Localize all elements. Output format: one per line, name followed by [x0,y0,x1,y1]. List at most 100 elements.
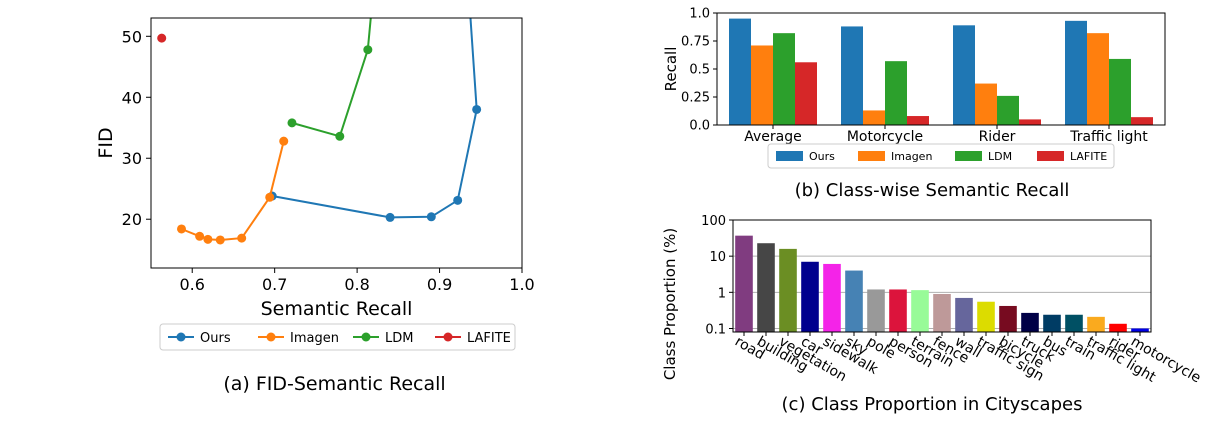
x-tick-label: 0.6 [179,275,204,294]
y-axis-label: Class Proportion (%) [661,228,679,380]
x-tick-label: Traffic light [1069,129,1148,145]
bar-imagen-average [751,45,773,126]
legend-swatch-ours [776,151,803,161]
data-point-imagen [279,136,289,146]
data-point-ldm [287,118,297,128]
bar-vegetation [779,248,797,332]
data-point-ldm [335,131,345,141]
x-tick-label: Motorcycle [847,129,923,145]
x-axis-label: Semantic Recall [261,298,413,320]
legend-label-ours: Ours [200,331,231,346]
bar-ours-average [729,18,751,126]
bar-imagen-traffic-light [1087,33,1109,125]
x-tick-label: Rider [979,129,1016,145]
y-tick-label: 1 [718,286,726,301]
bar-sidewalk [823,263,841,332]
bar-lafite-motorcycle [907,116,929,125]
y-tick-label: 50 [122,27,142,46]
data-point-imagen [265,192,275,202]
bar-fence [933,293,951,332]
data-point-imagen [195,231,205,241]
legend-label-imagen: Imagen [891,150,932,163]
data-point-imagen [215,235,225,245]
x-tick-label: 1.0 [509,275,534,294]
bar-lafite-average [795,62,817,125]
x-tick-label: 0.7 [262,275,287,294]
y-tick-label: 40 [122,88,142,107]
bar-motorcycle [1131,328,1149,332]
bar-sky [845,270,863,332]
y-tick-label: 100 [701,214,726,229]
x-tick-label: Average [744,129,802,145]
bar-truck [1021,312,1039,332]
series-line-ours [272,18,478,219]
x-tick-label: 0.9 [427,275,452,294]
y-tick-label: 0.0 [689,119,710,134]
bar-ours-motorcycle [841,26,863,125]
bar-wall [955,297,973,332]
legend-marker-lafite [443,332,453,342]
bar-terrain [911,290,929,332]
bar-road [735,235,753,332]
bar-imagen-motorcycle [863,110,885,125]
bar-lafite-traffic-light [1131,117,1153,125]
y-tick-label: 10 [709,250,726,265]
legend-swatch-imagen [858,151,885,161]
data-point-lafite [157,33,167,43]
bar-rider [1109,323,1127,332]
y-tick-label: 0.25 [681,91,710,106]
bar-ours-rider [953,25,975,125]
bar-bus [1043,314,1061,332]
data-point-imagen [237,233,247,243]
axes-frame [732,219,1152,333]
data-point-ldm [363,45,373,55]
caption-b: (b) Class-wise Semantic Recall [795,180,1070,201]
bar-person [889,289,907,332]
bar-traffic-sign [977,301,995,332]
bar-train [1065,314,1083,332]
caption-c: (c) Class Proportion in Cityscapes [782,394,1083,415]
legend-swatch-lafite [1037,151,1064,161]
series-line-ldm [291,18,372,138]
data-point-imagen [203,234,213,244]
legend-swatch-ldm [955,151,982,161]
bar-lafite-rider [1019,119,1041,125]
panel-c-class-proportion: roadbuildingvegetationcarsidewalkskypole… [661,214,1203,415]
legend-marker-ours [176,332,186,342]
bar-bicycle [999,305,1017,332]
legend-label-ours: Ours [809,150,835,163]
axes-frame [150,17,523,269]
legend: Ours Imagen LDM LAFITE [767,143,1115,169]
bar-traffic-light [1087,316,1105,332]
series-line-imagen [181,140,285,242]
bar-ldm-average [773,33,795,125]
caption-a: (a) FID-Semantic Recall [223,373,445,395]
y-tick-label: 0.75 [681,35,710,50]
plot-area [157,18,482,245]
y-tick-label: 20 [122,210,142,229]
panel-a-fid-semantic-recall: 0.6 0.7 0.8 0.9 1.0 20 30 40 50 Semantic Recall FI… [95,17,535,395]
legend-label-ldm: LDM [385,331,413,346]
bar-ldm-rider [997,95,1019,125]
legend-marker-imagen [266,332,276,342]
legend: Ours Imagen LDM LAFITE [159,323,516,351]
y-axis-label: Recall [662,47,680,92]
y-axis-label: FID [95,127,117,158]
legend-box [767,143,1115,169]
legend-label-lafite: LAFITE [1070,150,1107,163]
bar-ldm-motorcycle [885,61,907,125]
legend-label-imagen: Imagen [290,331,339,346]
legend-label-ldm: LDM [988,150,1012,163]
data-point-ours [453,195,463,205]
x-tick-label: 0.8 [344,275,369,294]
bar-imagen-rider [975,83,997,125]
y-tick-label: 0.1 [705,322,726,337]
bar-building [757,243,775,332]
y-tick-label: 30 [122,149,142,168]
data-point-imagen [177,224,187,234]
bar-ldm-traffic-light [1109,58,1131,125]
data-point-ours [472,104,482,114]
data-point-ours [426,212,436,222]
bar-ours-traffic-light [1065,20,1087,126]
bar-car [801,261,819,332]
